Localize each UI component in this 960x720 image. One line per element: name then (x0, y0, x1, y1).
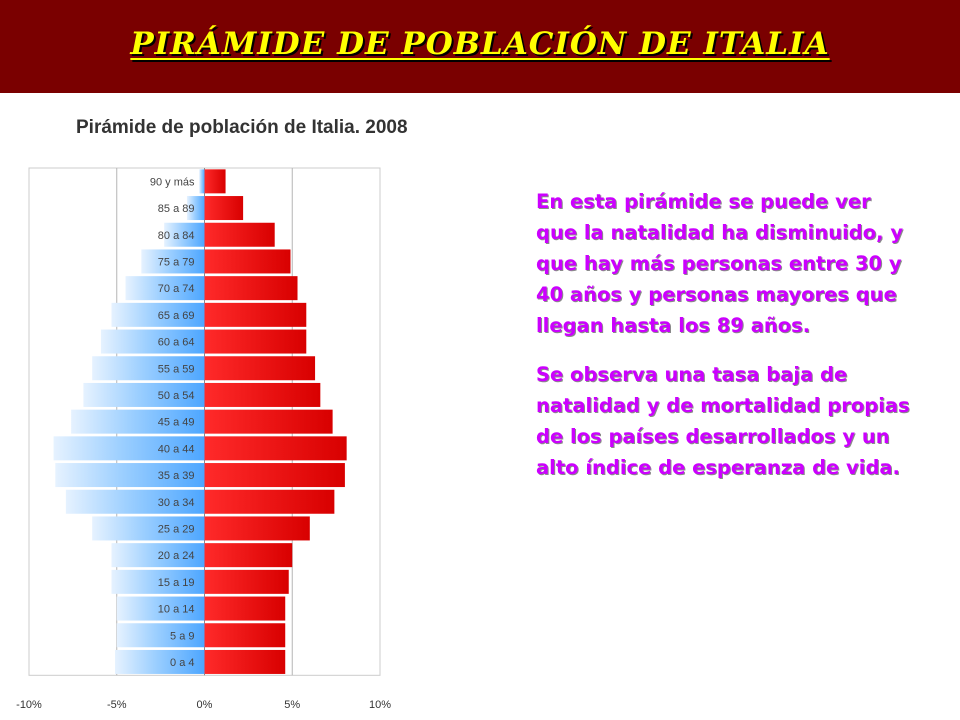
x-tick-label: 0% (197, 699, 213, 711)
age-group-label: 10 a 14 (158, 604, 195, 616)
male-bar (53, 436, 205, 461)
paragraph-2: Se observa una tasa baja de natalidad y … (536, 363, 910, 479)
female-bar (204, 276, 298, 301)
x-tick-label: -10% (16, 699, 42, 711)
population-pyramid-chart: -10% -5% 0% 5% 10% 90 y más 85 a 89 80 a 84 75 a… (16, 167, 391, 711)
female-bar (204, 649, 286, 674)
chart-title: Pirámide de población de Italia. 2008 (76, 117, 408, 138)
x-tick-label: 10% (369, 699, 391, 711)
male-bar (92, 516, 205, 541)
age-group-label: 65 a 69 (158, 310, 195, 322)
female-bar (204, 302, 307, 327)
female-bar (204, 543, 293, 568)
age-group-label: 85 a 89 (158, 203, 195, 215)
female-bar (204, 489, 335, 514)
age-group-label: 30 a 34 (158, 497, 195, 509)
female-bar (204, 409, 333, 434)
male-bar (65, 489, 205, 514)
description-text: En esta pirámide se puede ver que la nat… (536, 186, 916, 501)
male-bar (125, 276, 205, 301)
male-bar (116, 596, 205, 621)
male-bar (92, 356, 205, 381)
age-group-label: 60 a 64 (158, 337, 195, 349)
male-bar (111, 569, 205, 594)
female-bar (204, 463, 345, 488)
female-bar (204, 356, 316, 381)
age-group-label: 50 a 54 (158, 390, 195, 402)
age-group-label: 0 a 4 (170, 657, 194, 669)
age-group-label: 45 a 49 (158, 417, 195, 429)
male-bar (55, 463, 205, 488)
male-bar (199, 169, 205, 194)
female-bar (204, 329, 307, 354)
male-bar (141, 249, 205, 274)
age-group-label: 5 a 9 (170, 630, 194, 642)
female-bar (204, 436, 347, 461)
age-group-label: 20 a 24 (158, 550, 195, 562)
age-group-label: 70 a 74 (158, 283, 195, 295)
male-bar (83, 382, 205, 407)
male-bar (100, 329, 205, 354)
age-group-label: 80 a 84 (158, 230, 195, 242)
age-group-label: 75 a 79 (158, 256, 195, 268)
x-tick-label: 5% (284, 699, 300, 711)
male-bar (116, 623, 205, 648)
male-bar (111, 543, 205, 568)
x-tick-label: -5% (107, 699, 127, 711)
female-bar (204, 516, 310, 541)
male-bar (186, 196, 205, 221)
female-bar (204, 596, 286, 621)
female-bar (204, 169, 226, 194)
age-group-label: 25 a 29 (158, 523, 195, 535)
age-group-label: 40 a 44 (158, 443, 195, 455)
male-bar (71, 409, 205, 434)
slide-title: PIRÁMIDE DE POBLACIÓN DE ITALIA (130, 26, 830, 62)
female-bar (204, 623, 286, 648)
title-banner (0, 0, 960, 93)
female-bar (204, 569, 289, 594)
age-group-label: 35 a 39 (158, 470, 195, 482)
female-bar (204, 249, 291, 274)
age-group-label: 55 a 59 (158, 363, 195, 375)
male-bar (164, 222, 205, 247)
male-bar (111, 302, 205, 327)
age-group-label: 90 y más (150, 176, 195, 188)
paragraph-1: En esta pirámide se puede ver que la nat… (536, 190, 904, 337)
male-bar (114, 649, 205, 674)
female-bar (204, 222, 275, 247)
age-group-label: 15 a 19 (158, 577, 195, 589)
female-bar (204, 382, 321, 407)
female-bar (204, 196, 244, 221)
